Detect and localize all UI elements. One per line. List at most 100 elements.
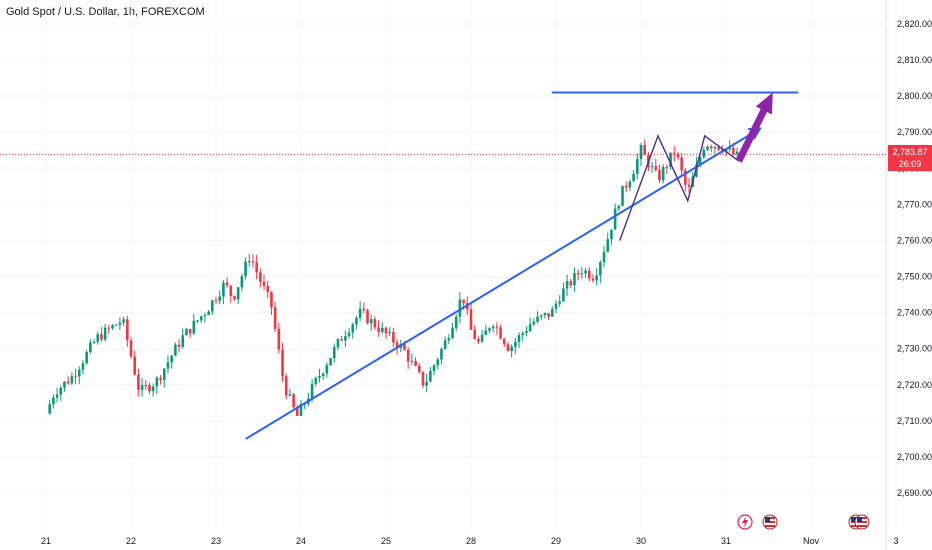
candle-body — [177, 344, 181, 347]
candle-body — [510, 346, 513, 351]
candle-body — [218, 296, 221, 301]
candle-body — [554, 303, 558, 309]
us-flag-event-icon[interactable] — [854, 514, 870, 530]
candle-body — [284, 376, 288, 396]
candle-body — [299, 403, 303, 416]
candle-body — [329, 358, 332, 366]
candle-body — [429, 371, 432, 382]
candle-body — [632, 173, 635, 182]
candle-body — [713, 147, 717, 149]
candle-body — [318, 376, 321, 378]
candle-body — [661, 166, 665, 181]
candle-body — [672, 152, 676, 154]
candle-body — [114, 324, 118, 326]
projection-arrow — [735, 92, 773, 163]
candle-body — [166, 362, 170, 369]
candle-body — [259, 272, 262, 282]
candle-body — [85, 351, 88, 364]
candle-body — [410, 360, 414, 362]
x-tick-label: 28 — [466, 536, 476, 546]
candle-body — [521, 333, 525, 336]
support-trendline — [245, 127, 761, 440]
candle-body — [539, 315, 543, 317]
candle-body — [610, 229, 613, 240]
candle-body — [325, 365, 329, 374]
y-tick-label: 2,700.00 — [897, 452, 932, 462]
lightning-event-icon[interactable] — [737, 514, 753, 530]
candle-body — [174, 344, 177, 356]
candle-body — [613, 208, 617, 230]
candle-body — [469, 309, 473, 330]
candle-body — [340, 339, 343, 341]
us-flag-event-icon[interactable] — [762, 514, 778, 530]
candle-body — [706, 146, 709, 150]
candle-body — [225, 282, 229, 286]
candle-body — [491, 326, 495, 329]
candle-body — [384, 327, 388, 334]
candle-body — [458, 299, 462, 317]
candle-body — [74, 376, 77, 378]
candle-body — [421, 371, 425, 386]
candle-body — [336, 339, 340, 348]
candle-body — [236, 287, 240, 300]
candle-body — [591, 278, 595, 281]
y-tick-label: 2,790.00 — [897, 127, 932, 137]
candle-body — [551, 308, 554, 317]
event-icons — [737, 514, 870, 530]
x-tick-label: 3 — [893, 536, 898, 546]
candle-body — [347, 332, 351, 337]
candle-body — [436, 359, 440, 366]
candle-body — [584, 270, 587, 274]
x-tick-label: Nov — [803, 536, 820, 546]
candle-body — [247, 261, 251, 263]
candle-body — [658, 169, 661, 181]
candle-body — [602, 251, 606, 263]
candle-body — [624, 185, 628, 188]
candle-body — [687, 184, 691, 187]
x-tick-label: 29 — [551, 536, 561, 546]
candle-body — [133, 356, 136, 375]
candle-body — [369, 319, 373, 324]
candle-body — [514, 341, 517, 347]
y-tick-label: 2,820.00 — [897, 19, 932, 29]
candle-body — [565, 281, 569, 289]
y-tick-label: 2,770.00 — [897, 199, 932, 209]
candle-body — [144, 384, 148, 386]
candle-body — [296, 407, 299, 416]
candle-body — [196, 320, 199, 322]
y-tick-label: 2,750.00 — [897, 272, 932, 282]
candle-body — [192, 320, 196, 334]
candle-body — [443, 340, 447, 349]
candle-body — [432, 365, 436, 372]
candle-body — [392, 332, 395, 343]
candle-body — [351, 324, 355, 333]
candle-body — [388, 332, 391, 334]
y-tick-label: 2,730.00 — [897, 344, 932, 354]
candle-body — [495, 326, 499, 328]
candle-body — [599, 262, 602, 276]
y-tick-label: 2,690.00 — [897, 488, 932, 498]
candle-body — [118, 322, 122, 325]
candle-body — [244, 261, 247, 277]
candle-body — [569, 281, 573, 286]
x-tick-label: 31 — [721, 536, 731, 546]
candle-body — [517, 335, 521, 342]
candle-body — [606, 239, 610, 252]
candle-body — [77, 369, 81, 377]
candle-body — [214, 300, 218, 302]
candle-body — [406, 349, 410, 362]
candle-body — [373, 319, 377, 328]
y-tick-label: 2,710.00 — [897, 416, 932, 426]
candle-body — [81, 363, 85, 370]
candle-body — [126, 319, 129, 341]
candle-body — [266, 285, 270, 292]
x-tick-label: 25 — [381, 536, 391, 546]
candle-body — [211, 300, 214, 312]
candle-body — [480, 334, 484, 342]
candle-body — [107, 327, 111, 329]
candle-body — [159, 377, 162, 380]
candle-body — [358, 308, 362, 318]
candle-body — [573, 272, 576, 286]
x-axis: 21 22 23 24 25 28 29 30 31 Nov 3 — [41, 536, 899, 546]
